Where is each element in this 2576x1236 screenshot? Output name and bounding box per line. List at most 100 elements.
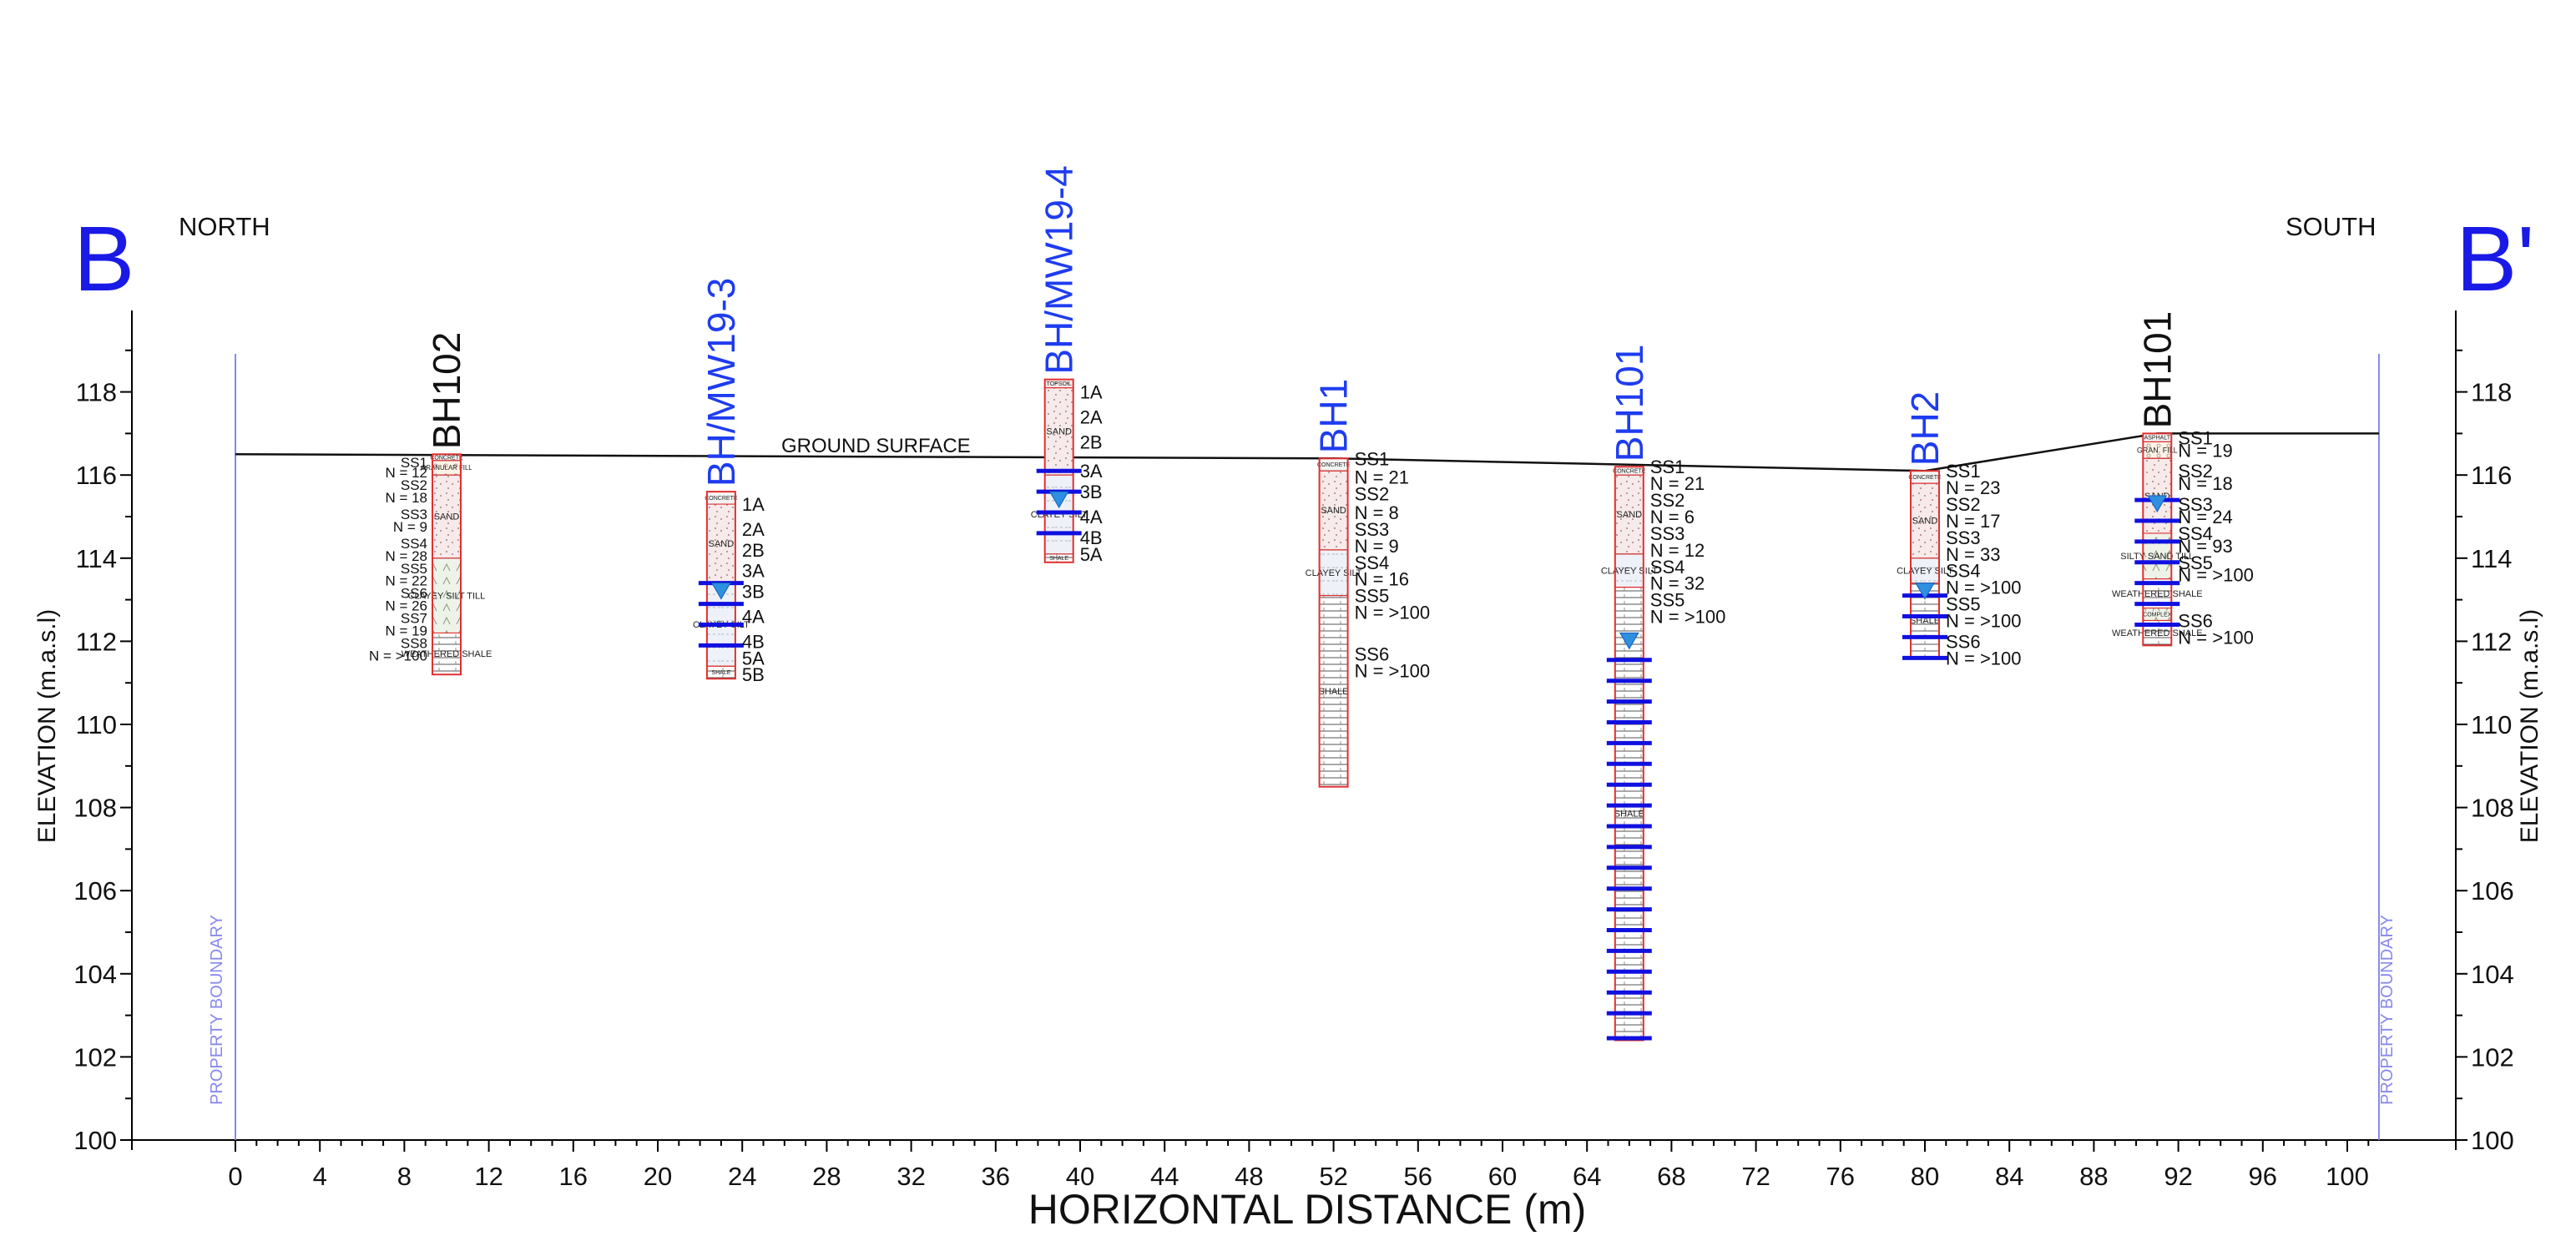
sample-label: SS3 (1946, 527, 1981, 548)
sample-label: N = 26 (385, 598, 427, 614)
layer-label: CONCRETE (1908, 475, 1942, 481)
borehole-layer (1319, 595, 1348, 788)
layer-label: SHALE (1319, 687, 1349, 697)
layer-label: SAND (1321, 506, 1346, 516)
property-boundary-label-right: PROPERTY BOUNDARY (2378, 915, 2397, 1105)
sample-label: N = >100 (2178, 565, 2254, 586)
y-tick-label-left: 110 (76, 710, 117, 739)
x-tick-label: 20 (644, 1162, 672, 1191)
sample-label: SS4 (1946, 561, 1981, 582)
y-axis-title-left: ELEVATION (m.a.s.l) (33, 609, 61, 844)
sample-label: SS7 (401, 611, 427, 627)
sample-label: SS2 (2178, 461, 2213, 482)
sample-label: 4B (742, 631, 765, 652)
x-tick-label: 16 (559, 1162, 588, 1191)
sample-label: N = >100 (1946, 578, 2022, 598)
layer-label: SHALE (711, 670, 730, 676)
sample-label: SS5 (1650, 590, 1685, 611)
borehole-name: BH/MW19-3 (700, 278, 743, 487)
layer-label: ASPHALT (2144, 436, 2171, 441)
x-tick-label: 92 (2164, 1162, 2192, 1191)
sample-label: N = >100 (1355, 603, 1431, 623)
sample-label: N = >100 (1946, 611, 2022, 632)
sample-label: SS1 (1946, 461, 1981, 482)
sample-label: SS4 (401, 536, 427, 552)
sample-label: N = 8 (1355, 502, 1399, 523)
y-tick-label-right: 112 (2471, 627, 2512, 656)
y-tick-label-right: 116 (2471, 461, 2512, 490)
borehole-name: BH2 (1903, 391, 1947, 466)
sample-label: N = 9 (1355, 536, 1399, 557)
layer-label: CLAYEY SILT (1306, 568, 1362, 578)
sample-label: SS4 (2178, 523, 2213, 544)
borehole-name: BH1 (1312, 379, 1356, 453)
sample-label: 5A (1080, 544, 1103, 565)
sample-label: SS2 (1946, 494, 1981, 515)
layer-label: SHALE (1614, 810, 1644, 820)
borehole-layer (1319, 549, 1348, 597)
layer-label: SHALE (1910, 616, 1940, 626)
water-level-icon (711, 583, 731, 600)
property-boundary-right: PROPERTY BOUNDARY (2377, 354, 2397, 1140)
x-tick-label: 52 (1319, 1162, 1347, 1191)
y-tick-label-right: 106 (2471, 876, 2514, 906)
sample-label: SS6 (1355, 643, 1390, 664)
x-tick-label: 64 (1573, 1162, 1601, 1191)
y-tick-label-right: 108 (2471, 794, 2514, 823)
layer-label: GRANULAR FILL (421, 464, 472, 472)
sample-label: 4A (1080, 507, 1103, 527)
x-tick-label: 84 (1995, 1162, 2023, 1191)
layer-label: CONCRETE (430, 455, 463, 461)
sample-label: 2B (1080, 431, 1103, 452)
sample-label: SS2 (1650, 490, 1685, 511)
borehole-bh102: CONCRETE GRANULAR FILL SAND CLAYEY SILT TIL… (369, 332, 492, 676)
y-tick-label-right: 114 (2471, 544, 2512, 573)
y-tick-label-right: 100 (2471, 1126, 2514, 1155)
sample-label: 3A (1080, 461, 1103, 482)
borehole-layer (432, 474, 462, 559)
sample-label: SS6 (2178, 611, 2213, 632)
sample-label: N = 19 (385, 623, 427, 638)
y-tick-label-left: 102 (73, 1042, 117, 1072)
sample-label: 5B (742, 664, 765, 685)
sample-label: SS3 (401, 507, 427, 522)
sample-label: SS8 (401, 635, 427, 651)
sample-label: N = 23 (1946, 477, 2000, 498)
y-tick-label-right: 102 (2471, 1042, 2514, 1072)
sample-label: SS3 (1650, 523, 1685, 544)
borehole-layer (1614, 587, 1644, 1041)
borehole-name: BH101 (2135, 311, 2179, 429)
sample-label: N = 16 (1355, 569, 1409, 590)
borehole-name: BH/MW19-4 (1038, 165, 1081, 374)
sample-label: 4A (742, 607, 765, 628)
layer-label: COMPLEX (2143, 612, 2172, 618)
x-axis: 0 4 8 12 16 20 24 28 32 36 40 44 48 52 56 60 64 68 72 76 80 8… (132, 1139, 2456, 1191)
x-tick-label: 48 (1235, 1162, 1263, 1191)
x-tick-label: 100 (2326, 1162, 2369, 1191)
y-tick-label-left: 108 (73, 794, 117, 823)
sample-label: SS4 (1355, 552, 1390, 573)
sample-label: SS1 (1650, 457, 1685, 477)
layer-label: CONCRETE (705, 496, 738, 502)
borehole-name: BH102 (425, 332, 468, 450)
borehole-layer (1319, 470, 1348, 551)
sample-label: N = 12 (385, 465, 427, 481)
sample-label: SS6 (1946, 631, 1981, 652)
borehole-outline (432, 453, 462, 676)
y-tick-label-left: 104 (73, 960, 117, 989)
sample-label: 1A (1080, 382, 1103, 403)
sample-label: 3A (742, 561, 765, 582)
sample-label: N = >100 (1650, 607, 1726, 628)
direction-label-south: SOUTH (2286, 212, 2376, 241)
sample-label: SS1 (1355, 448, 1390, 469)
sample-label: SS5 (1946, 594, 1981, 615)
sample-label: N = 33 (1946, 544, 2000, 565)
sample-label: N = >100 (2178, 627, 2254, 648)
x-tick-label: 96 (2249, 1162, 2277, 1191)
y-axis-left: 100 102 104 106 108 110 112 114 116 118 (73, 310, 133, 1155)
y-tick-label-left: 116 (76, 461, 117, 490)
